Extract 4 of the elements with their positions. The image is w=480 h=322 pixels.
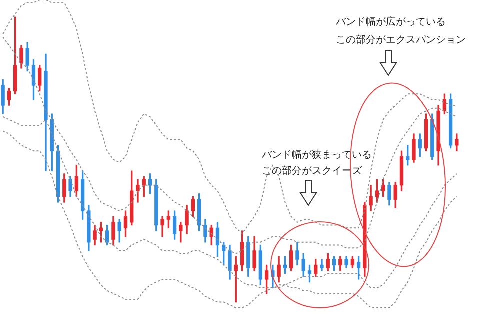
candlestick [320,259,324,272]
annotation: バンド幅が広がっている [336,16,446,30]
annotation: バンド幅が狭まっている [262,148,372,163]
annotation: この部分がエクスパンション [336,34,466,48]
